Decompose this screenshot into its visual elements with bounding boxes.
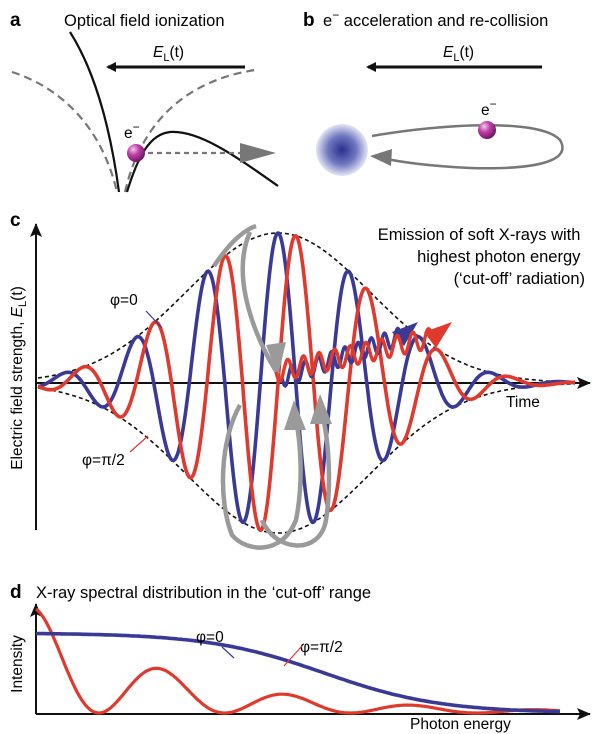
panel-b-title: e− acceleration and re-collision: [323, 8, 548, 30]
parent-ion: [316, 124, 368, 176]
field-label-b: EL(t): [443, 44, 474, 64]
phase-label-pi2-d: φ=π/2: [300, 639, 343, 656]
distorted-potential-right: [125, 130, 279, 193]
spectrum-phase-0: [36, 631, 560, 714]
xray-arrow-head-phase-pi2: [424, 322, 452, 348]
panel-b: b e− acceleration and re-collision EL(t)…: [303, 8, 564, 176]
trajectory-1-head: [266, 342, 286, 376]
panel-a-title: Optical field ionization: [64, 12, 225, 30]
panel-b-letter: b: [303, 10, 315, 31]
panel-a: a Optical field ionization EL(t) e−: [10, 10, 279, 193]
trajectory-1-start: [212, 223, 257, 268]
phase-label-pi2-leader-c: [129, 435, 149, 453]
trajectory-1: [240, 231, 280, 376]
phase-label-pi2-leader-d: [283, 645, 303, 667]
tunnel-arrow-head: [240, 143, 276, 163]
electron-a: [127, 144, 145, 162]
panel-d-y-label: Intensity: [9, 635, 26, 693]
panel-c-y-label: Electric field strength, EL(t): [9, 286, 29, 470]
phase-label-0-c: φ=0: [110, 292, 138, 309]
coulomb-potential-left: [11, 70, 119, 193]
return-arrow-head: [370, 149, 392, 166]
distorted-potential-left: [69, 31, 121, 193]
trajectory-2: [220, 403, 303, 550]
cutoff-annotation-line-2: highest photon energy: [417, 248, 581, 266]
electron-b: [478, 121, 496, 139]
waveform-phase-0: [37, 231, 576, 525]
panel-d-x-label: Photon energy: [410, 716, 511, 733]
xray-arrow-head-phase-0: [392, 322, 418, 346]
panel-c-x-label: Time: [506, 394, 540, 411]
panel-c: c Emission of soft X-rays with highest p…: [9, 210, 591, 550]
cutoff-annotation: Emission of soft X-rays with highest pho…: [378, 226, 585, 288]
xray-emission-phase-pi2: [274, 326, 434, 383]
trajectory-3: [259, 413, 332, 548]
waveform-phase-pi2: [37, 234, 576, 532]
phase-label-0-leader-d: [221, 646, 235, 659]
field-label-a: EL(t): [153, 44, 184, 64]
panel-d-letter: d: [10, 582, 22, 603]
cutoff-annotation-line-3: (‘cut-off’ radiation): [454, 270, 585, 288]
electron-label-b: e−: [481, 97, 497, 119]
cutoff-annotation-line-1: Emission of soft X-rays with: [378, 226, 581, 244]
phase-label-pi2-c: φ=π/2: [82, 452, 125, 469]
panel-d: d X-ray spectral distribution in the ‘cu…: [9, 582, 591, 733]
electron-label-a: e−: [124, 120, 140, 142]
spectrum-phase-pi2: [35, 607, 561, 715]
electron-trajectory-b: [371, 124, 564, 170]
phase-label-0-leader-c: [145, 310, 163, 329]
phase-label-0-d: φ=0: [196, 629, 224, 646]
panel-d-title: X-ray spectral distribution in the ‘cut-…: [36, 584, 371, 602]
envelope-lower: [37, 383, 576, 534]
panel-a-letter: a: [10, 10, 21, 31]
coulomb-potential-right: [123, 68, 256, 193]
panel-c-letter: c: [10, 210, 21, 231]
trajectory-3-head: [310, 394, 332, 424]
trajectory-2-head: [284, 400, 306, 430]
